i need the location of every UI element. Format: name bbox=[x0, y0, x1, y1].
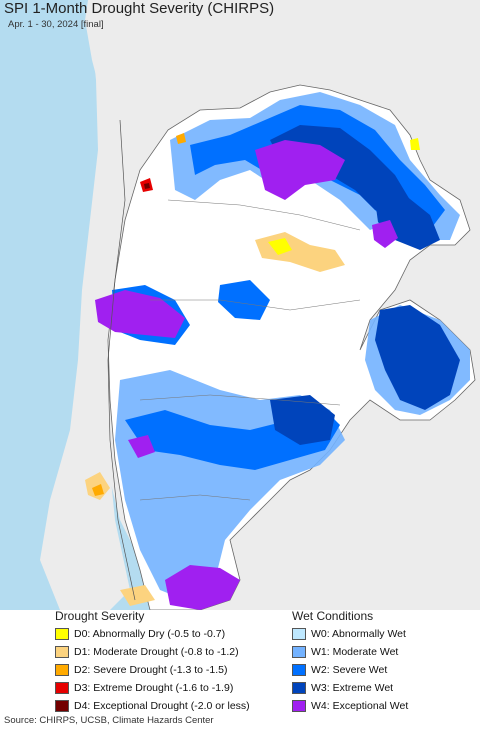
d4-area-north bbox=[144, 183, 150, 189]
source-credit: Source: CHIRPS, UCSB, Climate Hazards Ce… bbox=[4, 715, 214, 726]
legend-swatch-w4 bbox=[292, 700, 306, 712]
legend-label-w0: W0: Abnormally Wet bbox=[311, 628, 406, 640]
w3-area-uruguay bbox=[375, 305, 460, 410]
w2-area-central bbox=[218, 280, 270, 320]
legend-item-d1: D1: Moderate Drought (-0.8 to -1.2) bbox=[55, 645, 239, 659]
d2-area-neuquen bbox=[92, 484, 104, 496]
legend-swatch-w2 bbox=[292, 664, 306, 676]
country-border-line bbox=[107, 119, 136, 601]
legend-label-d1: D1: Moderate Drought (-0.8 to -1.2) bbox=[74, 646, 239, 658]
wet-legend-title: Wet Conditions bbox=[292, 609, 374, 623]
legend-item-w3: W3: Extreme Wet bbox=[292, 681, 393, 695]
legend-label-w4: W4: Exceptional Wet bbox=[311, 700, 409, 712]
legend-label-w1: W1: Moderate Wet bbox=[311, 646, 399, 658]
d1-area-chubut bbox=[120, 585, 155, 606]
d0-area-misc-1 bbox=[410, 138, 420, 150]
legend-swatch-d3 bbox=[55, 682, 69, 694]
legend-swatch-d0 bbox=[55, 628, 69, 640]
legend-label-d4: D4: Exceptional Drought (-2.0 or less) bbox=[74, 700, 250, 712]
legend-swatch-d4 bbox=[55, 700, 69, 712]
w4-area-chaco bbox=[255, 140, 345, 200]
map-subtitle: Apr. 1 - 30, 2024 [final] bbox=[8, 19, 104, 30]
chile-strip bbox=[40, 0, 145, 610]
legend-swatch-d2 bbox=[55, 664, 69, 676]
w4-area-cuyo bbox=[95, 290, 185, 338]
legend-item-w2: W2: Severe Wet bbox=[292, 663, 387, 677]
legend-label-w2: W2: Severe Wet bbox=[311, 664, 388, 676]
w4-area-chubut bbox=[165, 565, 240, 610]
w3-area-pampas bbox=[270, 395, 335, 445]
d2-area-north bbox=[176, 133, 186, 144]
legend-item-d3: D3: Extreme Drought (-1.6 to -1.9) bbox=[55, 681, 233, 695]
w4-area-lapampa bbox=[128, 435, 155, 458]
legend-swatch-d1 bbox=[55, 646, 69, 658]
legend-swatch-w3 bbox=[292, 682, 306, 694]
legend-swatch-w0 bbox=[292, 628, 306, 640]
drought-legend-title: Drought Severity bbox=[55, 609, 145, 623]
province-border-line bbox=[139, 199, 361, 501]
legend-item-w0: W0: Abnormally Wet bbox=[292, 627, 406, 641]
legend-label-d3: D3: Extreme Drought (-1.6 to -1.9) bbox=[74, 682, 234, 694]
legend-item-d0: D0: Abnormally Dry (-0.5 to -0.7) bbox=[55, 627, 225, 641]
legend-label-d2: D2: Severe Drought (-1.3 to -1.5) bbox=[74, 664, 228, 676]
legend-swatch-w1 bbox=[292, 646, 306, 658]
d0-area-santiago bbox=[268, 238, 292, 255]
legend-item-d2: D2: Severe Drought (-1.3 to -1.5) bbox=[55, 663, 228, 677]
legend-item-d4: D4: Exceptional Drought (-2.0 or less) bbox=[55, 699, 250, 713]
w4-area-misiones bbox=[372, 220, 398, 248]
legend-item-w4: W4: Exceptional Wet bbox=[292, 699, 408, 713]
map-title: SPI 1-Month Drought Severity (CHIRPS) bbox=[4, 0, 275, 17]
legend-label-d0: D0: Abnormally Dry (-0.5 to -0.7) bbox=[74, 628, 226, 640]
drought-map bbox=[0, 0, 480, 610]
legend-label-w3: W3: Extreme Wet bbox=[311, 682, 394, 694]
legend-item-w1: W1: Moderate Wet bbox=[292, 645, 398, 659]
w3-area-south-brazil bbox=[375, 195, 440, 250]
